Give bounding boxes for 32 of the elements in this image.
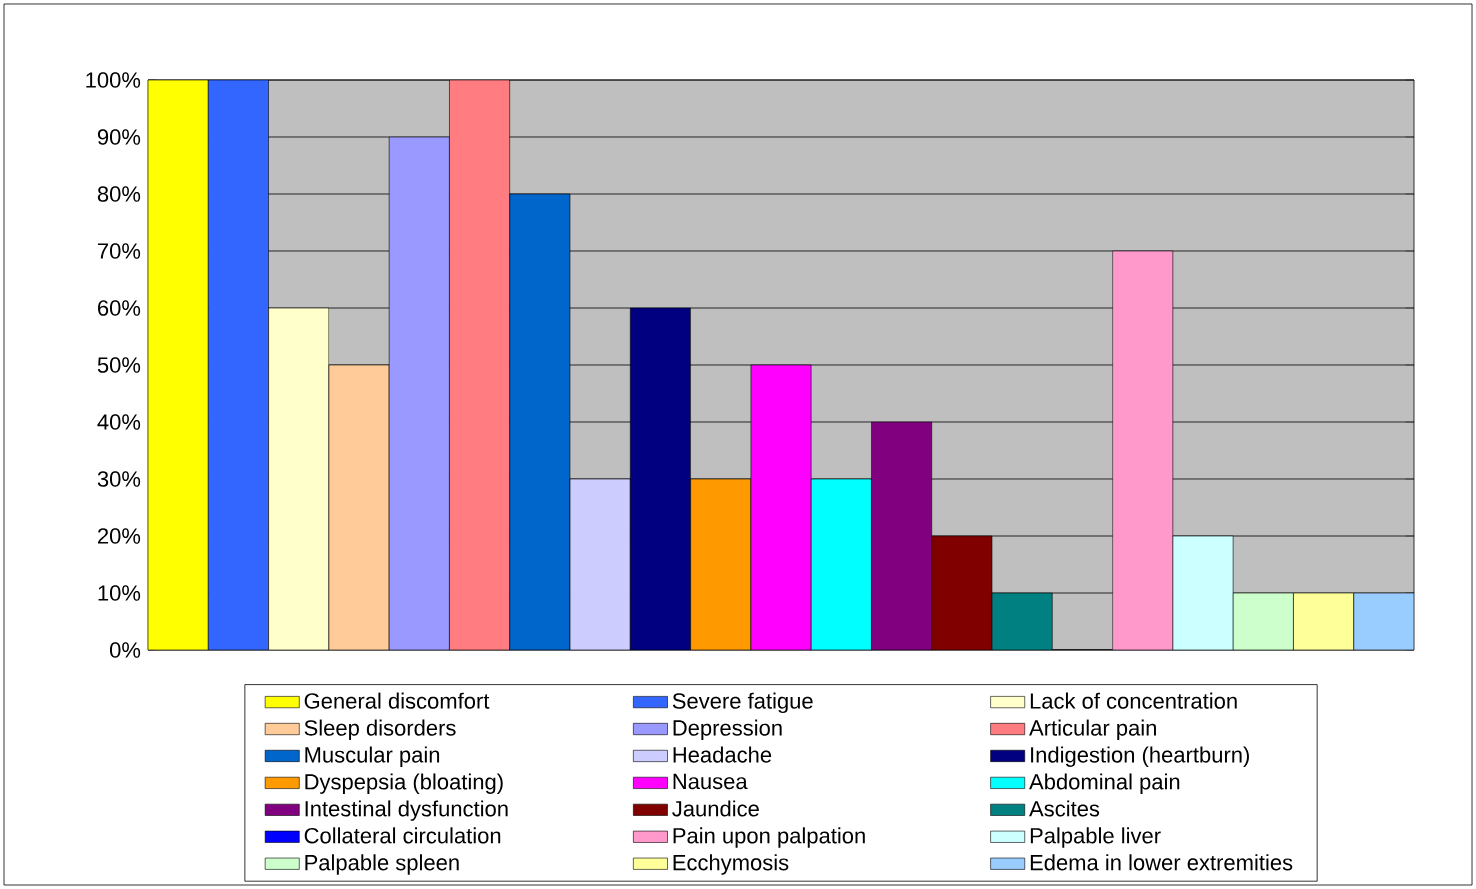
legend-label: Indigestion (heartburn) (1031, 746, 1249, 767)
legend-label: Depression (673, 719, 782, 741)
legend-label: Intestinal dysfunction (305, 800, 508, 821)
y-tick-label: 90% (97, 129, 141, 145)
y-tick-label: 20% (98, 528, 141, 544)
legend-label: Jaundice (672, 800, 759, 817)
legend-label: Palpable spleen (305, 854, 459, 875)
legend-label: Palpable liver (1030, 827, 1161, 848)
legend-label: Nausea (673, 773, 748, 790)
y-tick-label: 50% (97, 357, 141, 373)
y-tick-label: 80% (97, 186, 141, 202)
legend-label: Dyspepsia (bloating) (305, 773, 503, 794)
legend-label: Sleep disorders (304, 719, 456, 741)
y-tick-label: 0% (109, 642, 141, 658)
legend-label: Lack of concentration (1030, 692, 1237, 709)
y-tick-label: 70% (98, 243, 141, 259)
legend-label: General discomfort (304, 692, 490, 709)
legend-label: Ecchymosis (673, 854, 789, 875)
legend-label: Ascites (1029, 800, 1100, 817)
legend-label: Muscular pain (305, 746, 440, 767)
y-tick-label: 10% (98, 585, 141, 601)
y-tick-label: 30% (97, 471, 141, 487)
legend-label: Collateral circulation (304, 827, 501, 844)
legend-label: Headache (673, 746, 772, 763)
legend-label: Severe fatigue (672, 692, 813, 714)
legend-label: Edema in lower extremities (1030, 854, 1293, 871)
y-tick-label: 60% (98, 300, 141, 316)
legend-label: Pain upon palpation (673, 827, 865, 848)
y-tick-label: 100% (86, 72, 141, 88)
legend-label: Abdominal pain (1029, 773, 1180, 794)
legend-label: Articular pain (1029, 719, 1156, 741)
y-tick-label: 40% (97, 414, 141, 430)
